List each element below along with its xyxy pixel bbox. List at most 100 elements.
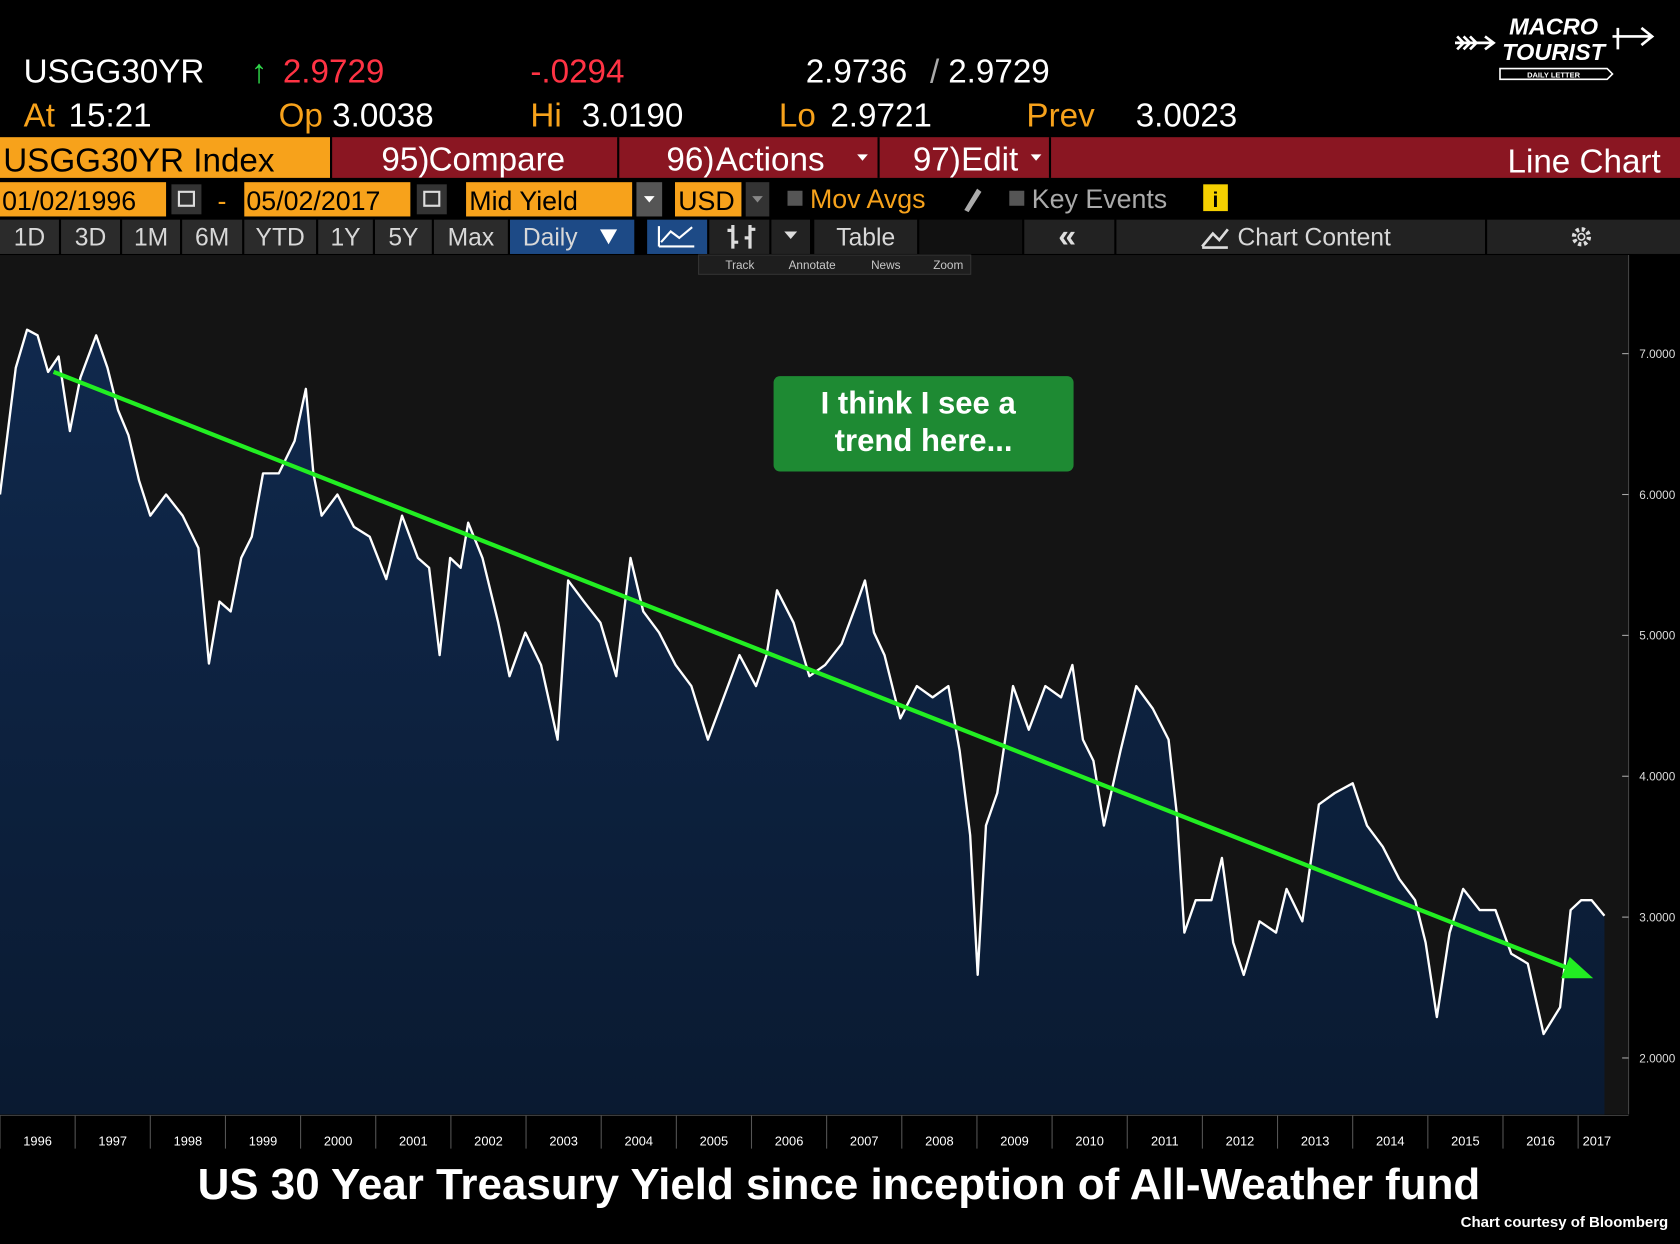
x-tick-label: 2008 [925, 1133, 954, 1148]
table[interactable]: Table [836, 224, 895, 251]
menu-actions[interactable]: Actions [716, 141, 825, 178]
collapse[interactable]: « [1058, 217, 1076, 253]
tool-label[interactable]: Track [725, 259, 754, 272]
toolbar-spacer [919, 219, 1023, 254]
logo: MACRO TOURIST DAILY LETTER [1455, 13, 1655, 81]
dropdown-caret [784, 231, 798, 239]
field-select[interactable] [466, 182, 633, 217]
chart-content-icon [1201, 228, 1229, 249]
tool-label[interactable]: Zoom [933, 259, 963, 272]
frequency-button[interactable] [510, 219, 635, 254]
x-tick-label: 2014 [1376, 1133, 1405, 1148]
checkbox[interactable] [787, 190, 803, 206]
period-button[interactable] [433, 219, 508, 254]
x-tick-label: 2012 [1226, 1133, 1255, 1148]
menu-edit[interactable]: Edit [961, 141, 1018, 178]
calendar-button[interactable] [416, 184, 447, 215]
yield-line [0, 328, 1606, 1036]
x-tick-label: 1996 [23, 1133, 52, 1148]
y-tick-label: 5.0000 [1639, 630, 1675, 643]
y-tick-label: 7.0000 [1639, 348, 1675, 361]
period-label[interactable]: 3D [75, 224, 106, 251]
logo-arrow [1455, 35, 1496, 51]
collapse-button[interactable] [1024, 219, 1115, 254]
period-label[interactable]: 1Y [330, 224, 360, 251]
dropdown-caret [600, 229, 618, 245]
slash: / [930, 54, 940, 91]
period-label[interactable]: 1M [134, 224, 168, 251]
time: 15:21 [69, 97, 152, 134]
calendar-button[interactable] [171, 184, 202, 215]
period-button[interactable] [318, 219, 373, 254]
period-label[interactable]: 6M [195, 224, 229, 251]
key-events[interactable]: Key Events [1032, 184, 1167, 214]
period-label[interactable]: Max [448, 224, 495, 251]
low-label: Lo [779, 97, 816, 134]
x-tick-label: 2007 [850, 1133, 879, 1148]
period-label[interactable]: 5Y [388, 224, 418, 251]
ticker: USGG30YR [24, 54, 205, 91]
currency[interactable]: USD [678, 186, 735, 216]
mov-avgs[interactable]: Mov Avgs [810, 184, 926, 214]
period-button[interactable] [0, 219, 59, 254]
x-tick-label: 2016 [1526, 1133, 1555, 1148]
frequency[interactable]: Daily [523, 224, 578, 251]
menu-number[interactable]: 96) [666, 141, 714, 178]
gear-icon [1577, 232, 1586, 241]
period-button[interactable] [375, 219, 432, 254]
menu-number[interactable]: 97) [913, 141, 961, 178]
open: 3.0038 [332, 97, 434, 134]
trend-arrowhead [1561, 956, 1594, 979]
x-tick-label: 1998 [174, 1133, 203, 1148]
open-label: Op [279, 97, 323, 134]
calendar-icon [177, 190, 195, 207]
axes: 2.0000 3.0000 4.0000 5.0000 6.0000 7.0000 1996… [0, 255, 1680, 1157]
line-chart-icon [657, 226, 695, 248]
security-box[interactable] [0, 137, 330, 178]
currency-select[interactable] [675, 182, 742, 217]
checkbox[interactable] [1009, 190, 1025, 206]
bid: 2.9736 [806, 54, 908, 91]
annotation-box [773, 376, 1074, 472]
chart-tools: Track Annotate News Zoom [698, 254, 972, 275]
end-date[interactable]: 05/02/2017 [246, 186, 380, 216]
x-tick-label: 2013 [1301, 1133, 1330, 1148]
chart-kind[interactable]: Line Chart [1508, 144, 1661, 181]
bar-chart-button[interactable] [709, 219, 770, 254]
chart-content[interactable]: Chart Content [1238, 224, 1391, 251]
tool-label[interactable]: Annotate [789, 259, 837, 272]
period-button[interactable] [244, 219, 317, 254]
x-tick-label: 1999 [249, 1133, 278, 1148]
menu-compare[interactable]: Compare [429, 141, 566, 178]
period-button[interactable] [61, 219, 120, 254]
x-tick-label: 1997 [98, 1133, 127, 1148]
bar-chart-icon [727, 225, 756, 249]
date-field[interactable] [244, 182, 411, 217]
period-label[interactable]: 1D [14, 224, 45, 251]
high: 3.0190 [582, 97, 684, 134]
menu-number[interactable]: 95) [381, 141, 429, 178]
low: 2.9721 [830, 97, 932, 134]
x-tick-label: 2004 [624, 1133, 653, 1148]
chart-content-button[interactable] [1116, 219, 1485, 254]
logo-text: TOURIST [1502, 39, 1608, 65]
info-button[interactable] [1203, 184, 1228, 212]
gear-icon [1571, 227, 1592, 247]
pen-icon[interactable] [964, 188, 982, 213]
security[interactable]: USGG30YR Index [3, 142, 275, 179]
period-button[interactable] [122, 219, 180, 254]
dropdown-caret [857, 154, 868, 161]
x-tick-label: 2000 [324, 1133, 353, 1148]
table-button[interactable] [814, 219, 918, 254]
last-price: 2.9729 [283, 54, 385, 91]
plot [0, 328, 1606, 1115]
start-date[interactable]: 01/02/1996 [2, 186, 136, 216]
tool-label[interactable]: News [871, 259, 901, 272]
field[interactable]: Mid Yield [469, 186, 578, 216]
high-label: Hi [530, 97, 561, 134]
date-field[interactable] [0, 182, 167, 217]
period-button[interactable] [182, 219, 243, 254]
trend-arrow [52, 369, 1568, 970]
period-label[interactable]: YTD [256, 224, 305, 251]
